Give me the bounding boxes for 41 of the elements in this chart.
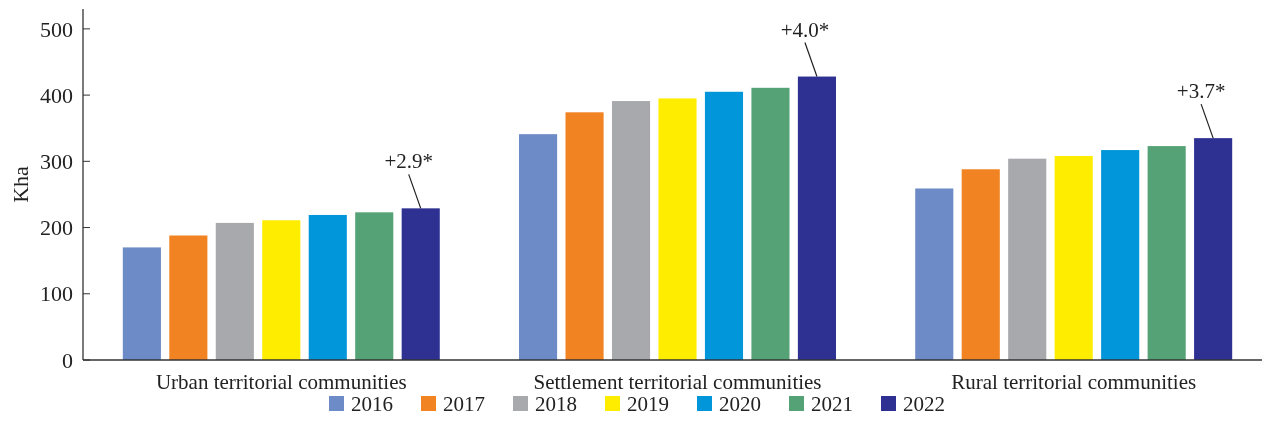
y-axis-title: Kha [8,165,33,203]
bar [751,87,790,360]
bar [401,208,440,360]
x-tick-label: Settlement territorial communities [533,370,822,394]
annotation: +3.7* [1176,79,1226,104]
bar [308,214,347,360]
bar [797,76,836,360]
legend-label: 2020 [719,392,761,416]
bar [961,169,1000,360]
x-tick-label: Rural territorial communities [951,370,1197,394]
legend-label: 2021 [811,392,853,416]
y-tick-label: 100 [40,281,73,307]
legend-label: 2016 [351,392,393,416]
bar [1194,138,1233,360]
bar [1054,156,1093,360]
annotation: +2.9* [384,149,434,174]
bar [215,222,254,360]
bar [704,91,744,360]
bar [915,188,954,360]
bar [611,101,651,360]
annotation: +4.0* [780,17,830,42]
legend-label: 2022 [903,392,945,416]
x-tick-label: Urban territorial communities [155,370,407,394]
bar [1008,158,1047,360]
y-tick-label: 300 [40,149,73,175]
bar [565,112,604,360]
bar [355,212,394,360]
bar [1101,150,1140,360]
legend-label: 2017 [443,392,485,416]
bar [169,235,208,360]
bar [262,220,301,360]
y-tick-label: 200 [40,215,73,241]
legend-label: 2018 [535,392,577,416]
legend-label: 2019 [627,392,669,416]
bar [658,98,697,360]
y-tick-label: 500 [40,16,73,42]
bar [122,247,161,360]
bar [519,134,558,360]
y-tick-label: 400 [40,82,73,108]
bar [1147,146,1186,360]
y-tick-label: 0 [62,347,73,373]
